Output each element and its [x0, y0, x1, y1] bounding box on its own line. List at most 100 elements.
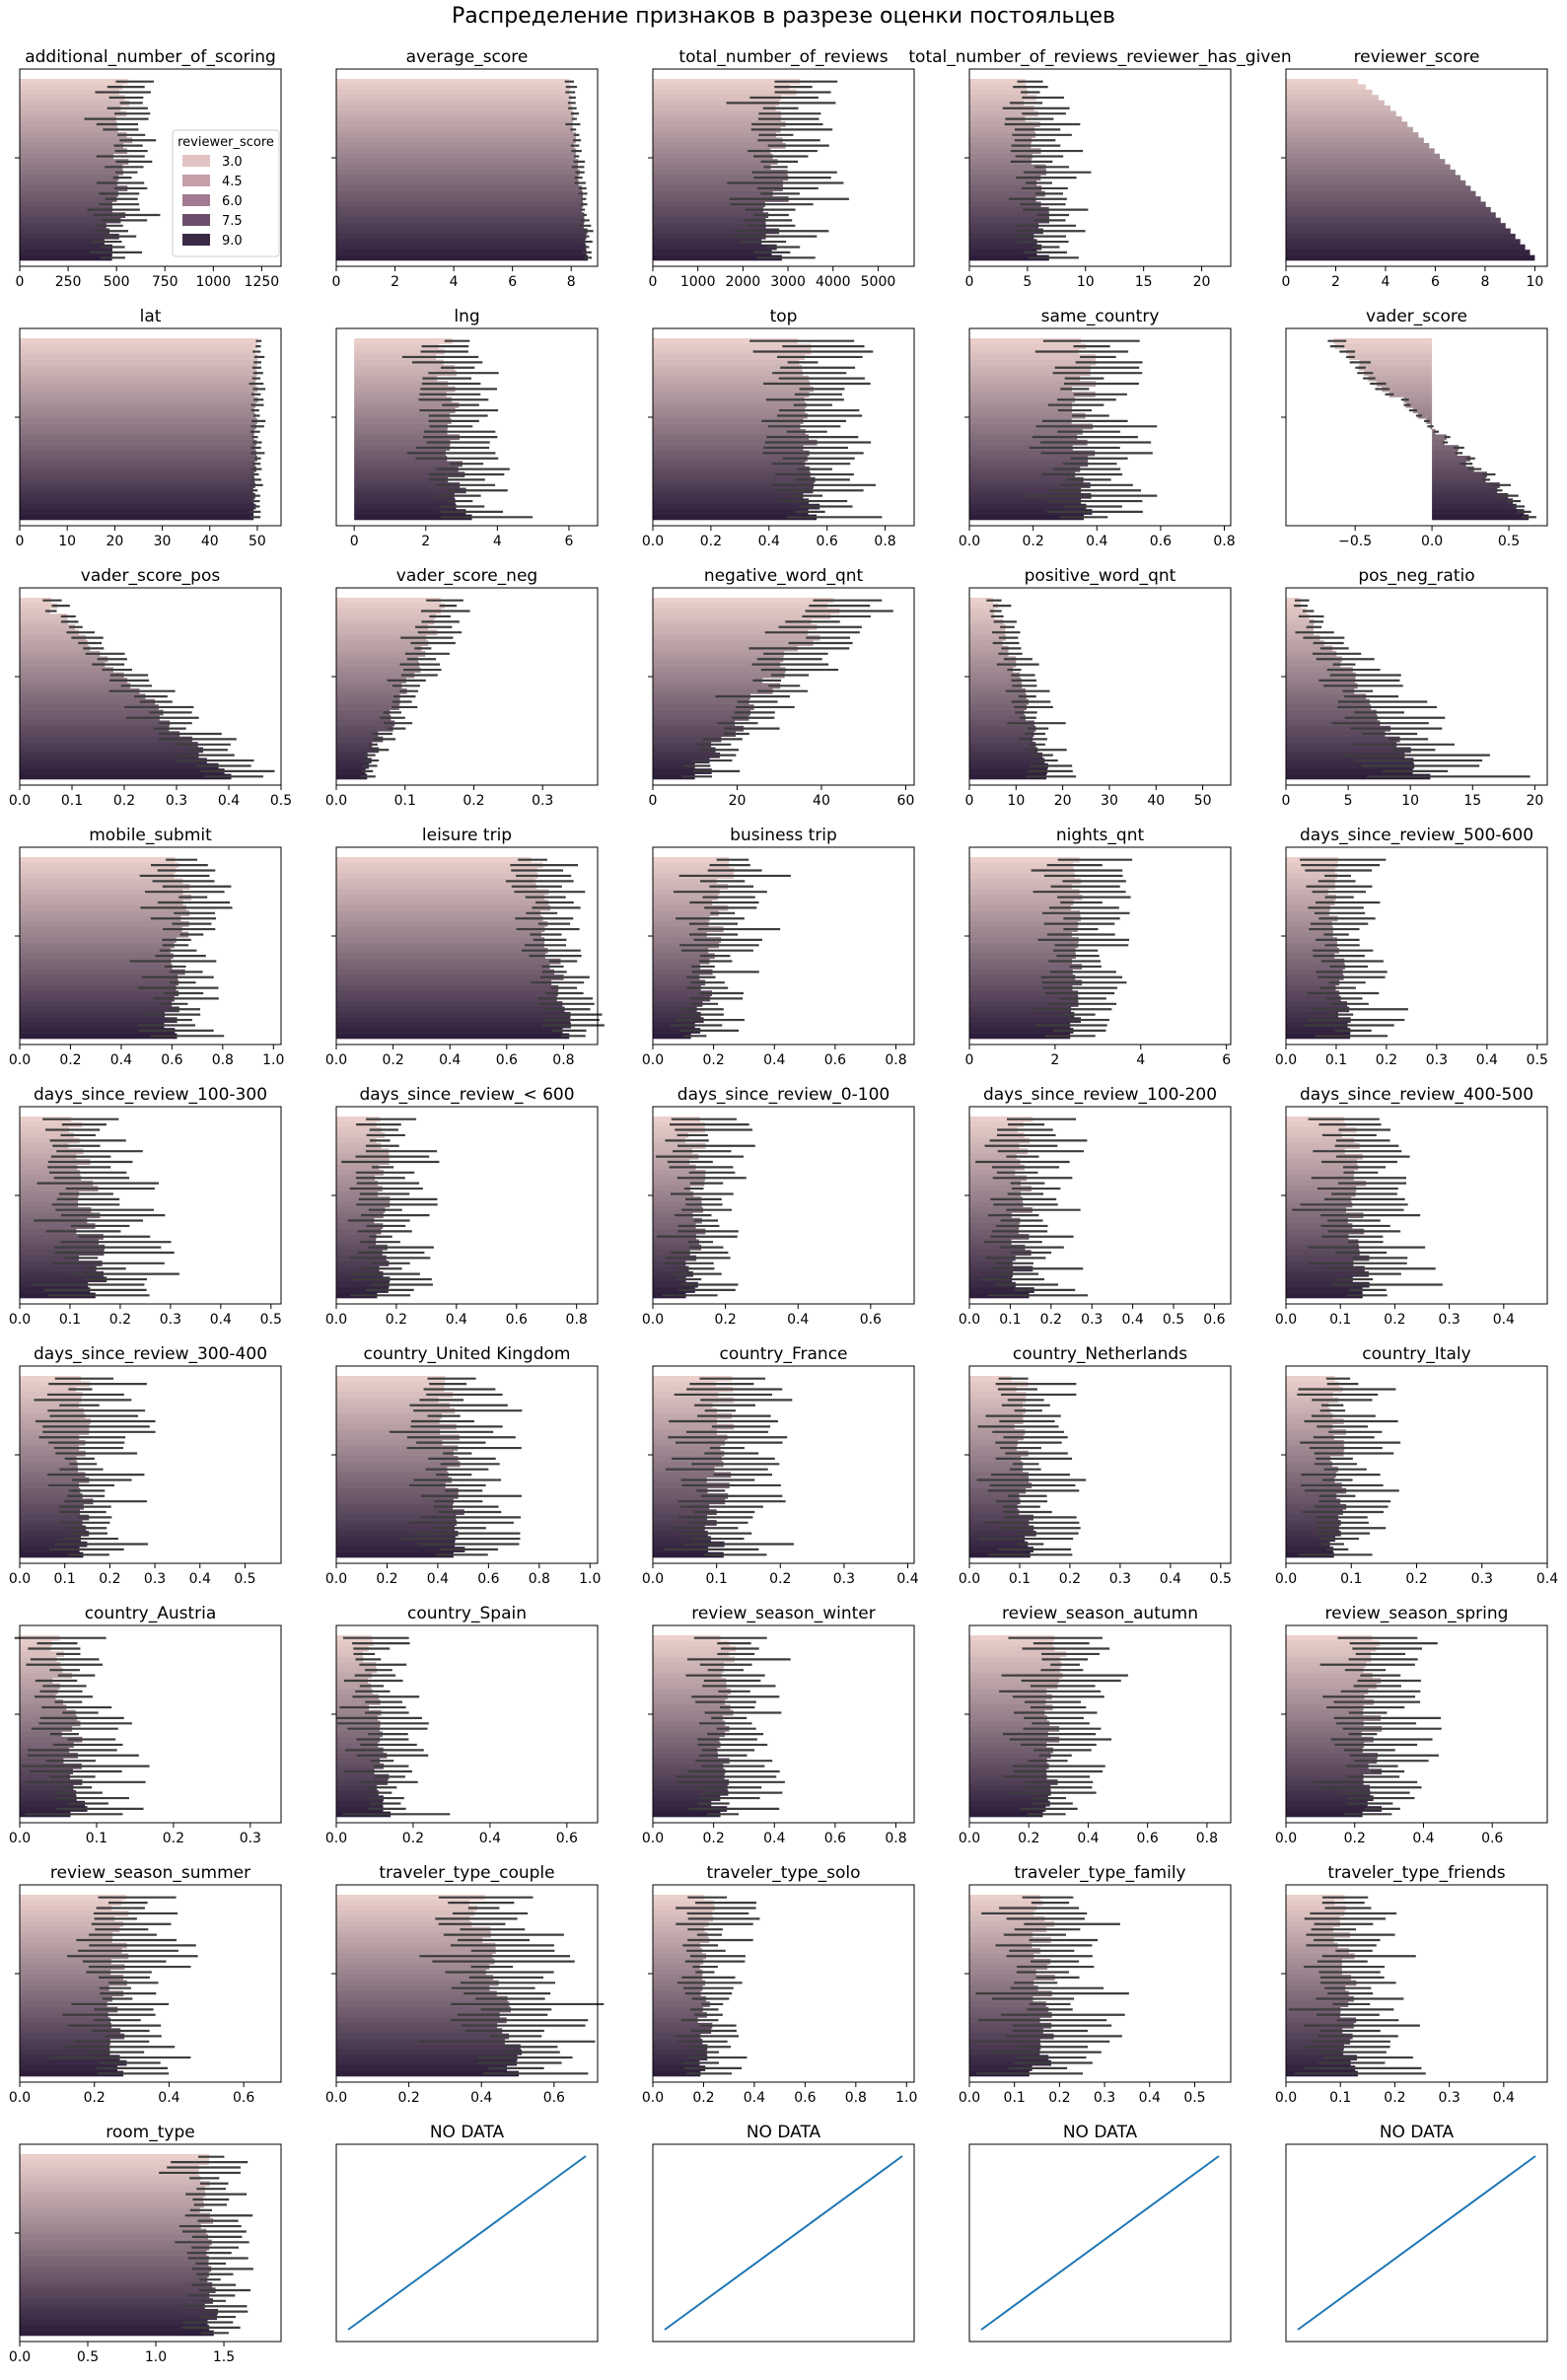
bar [653, 180, 784, 186]
bar [1286, 106, 1390, 111]
x-tick-label: 0 [16, 274, 25, 290]
x-tick-label: 0.1 [86, 1831, 107, 1846]
bar [1286, 115, 1402, 122]
bar [336, 1381, 445, 1388]
axes-frame [335, 1365, 599, 1564]
bar [969, 482, 1091, 488]
bar [653, 1180, 705, 1187]
bar [653, 2001, 710, 2007]
bar [969, 704, 1027, 710]
bar [20, 1190, 79, 1197]
bar [653, 2070, 701, 2077]
bar [336, 1503, 454, 1510]
x-tick-label: 1.0 [579, 1571, 601, 1587]
bar [336, 1509, 464, 1516]
bar [336, 2006, 511, 2013]
bar [969, 429, 1083, 435]
bar [354, 487, 466, 494]
bar [653, 904, 729, 911]
bar [969, 338, 1082, 344]
bar [969, 1709, 1045, 1716]
bar [653, 1662, 725, 1668]
bar [20, 1467, 79, 1473]
bar [653, 1033, 691, 1040]
bar [20, 709, 164, 716]
bar [20, 1126, 69, 1133]
bar [20, 482, 255, 488]
bar [336, 1964, 490, 1971]
bar [354, 445, 451, 451]
bar [969, 1720, 1050, 1727]
bar [20, 688, 140, 694]
bar [653, 931, 707, 938]
bar [1286, 1217, 1348, 1224]
bar [969, 115, 1026, 122]
bar [20, 126, 118, 133]
bar [1286, 228, 1511, 235]
bar [653, 492, 804, 499]
x-tick-label: 0.6 [233, 2090, 254, 2106]
x-tick-label: 0 [649, 274, 658, 290]
bar [336, 920, 548, 927]
legend-swatch [182, 234, 210, 246]
bar [1286, 1900, 1335, 1907]
bar [969, 937, 1079, 943]
bar [336, 1418, 440, 1425]
bar [336, 2065, 508, 2071]
bar [20, 1493, 83, 1499]
bar [1286, 159, 1446, 165]
bar [653, 1472, 732, 1478]
bar [336, 1995, 508, 2002]
bar [1286, 873, 1337, 879]
bar [20, 2272, 209, 2277]
subplot-3: total_number_of_reviews_reviewer_has_giv… [908, 47, 1291, 290]
bar [336, 1006, 565, 1013]
bar [653, 990, 713, 997]
bar [969, 768, 1048, 774]
bar [336, 1937, 483, 1944]
axes-frame [19, 68, 282, 267]
x-tick-label: 4 [493, 534, 502, 549]
bar [20, 2266, 212, 2272]
x-tick-label: 20 [106, 534, 123, 549]
bar [653, 1948, 703, 1954]
axes-frame [1285, 1884, 1548, 2083]
bar [20, 1709, 76, 1716]
x-tick-label: 250 [55, 274, 82, 290]
bar [20, 1698, 63, 1705]
axes-frame [19, 1365, 282, 1564]
bar [20, 862, 179, 869]
bar [20, 386, 258, 393]
bar [653, 995, 711, 1002]
bar [969, 873, 1075, 879]
bar [1286, 1547, 1334, 1552]
bar [354, 370, 457, 377]
subplot-title: days_since_review_300-400 [34, 1344, 267, 1364]
bar [336, 1990, 497, 1997]
bar [20, 1445, 80, 1452]
x-tick-label: 0.4 [1412, 1831, 1434, 1846]
bar [1286, 1763, 1369, 1769]
bar [336, 132, 577, 138]
bar [20, 2201, 204, 2208]
bar [969, 979, 1083, 986]
bar [1432, 476, 1486, 483]
bar [1377, 381, 1433, 388]
bar [1432, 461, 1466, 468]
bar [1286, 768, 1413, 774]
x-tick-label: 0.6 [860, 1312, 882, 1328]
bar [20, 752, 199, 758]
subplot-22: days_since_review_0-1000.0 0.2 0.4 0.6 [642, 1085, 915, 1328]
bar [653, 598, 834, 604]
x-tick-label: 0.4 [763, 1052, 785, 1068]
x-tick-label: 0.6 [161, 1052, 182, 1068]
bar [1382, 386, 1433, 393]
bar [969, 747, 1038, 754]
bar [336, 1525, 456, 1532]
bar [336, 185, 583, 191]
bar [969, 89, 1029, 96]
x-tick-label: 0.4 [1077, 1831, 1099, 1846]
x-tick-label: 0.2 [163, 1831, 184, 1846]
